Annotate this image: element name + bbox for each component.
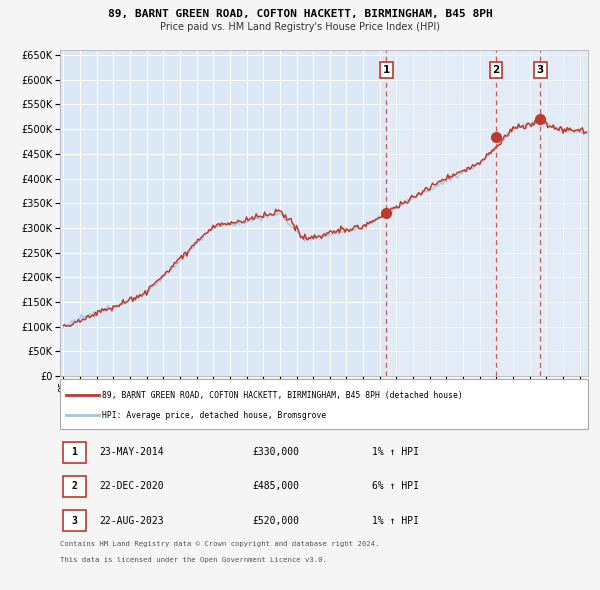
Text: 2: 2 — [493, 65, 500, 75]
Text: 23-MAY-2014: 23-MAY-2014 — [99, 447, 164, 457]
Text: 3: 3 — [71, 516, 77, 526]
Text: 22-AUG-2023: 22-AUG-2023 — [99, 516, 164, 526]
Text: 1: 1 — [71, 447, 77, 457]
Text: 1% ↑ HPI: 1% ↑ HPI — [372, 447, 419, 457]
Text: 1: 1 — [383, 65, 390, 75]
Text: 89, BARNT GREEN ROAD, COFTON HACKETT, BIRMINGHAM, B45 8PH: 89, BARNT GREEN ROAD, COFTON HACKETT, BI… — [107, 9, 493, 19]
Text: 1% ↑ HPI: 1% ↑ HPI — [372, 516, 419, 526]
Text: 6% ↑ HPI: 6% ↑ HPI — [372, 481, 419, 491]
Text: 22-DEC-2020: 22-DEC-2020 — [99, 481, 164, 491]
Text: 89, BARNT GREEN ROAD, COFTON HACKETT, BIRMINGHAM, B45 8PH (detached house): 89, BARNT GREEN ROAD, COFTON HACKETT, BI… — [102, 391, 463, 399]
Text: Contains HM Land Registry data © Crown copyright and database right 2024.: Contains HM Land Registry data © Crown c… — [60, 540, 379, 547]
Bar — [386, 50, 588, 376]
Text: £330,000: £330,000 — [252, 447, 299, 457]
Text: £485,000: £485,000 — [252, 481, 299, 491]
Text: £520,000: £520,000 — [252, 516, 299, 526]
Text: Price paid vs. HM Land Registry's House Price Index (HPI): Price paid vs. HM Land Registry's House … — [160, 22, 440, 32]
Text: This data is licensed under the Open Government Licence v3.0.: This data is licensed under the Open Gov… — [60, 557, 327, 563]
Text: 3: 3 — [537, 65, 544, 75]
Text: HPI: Average price, detached house, Bromsgrove: HPI: Average price, detached house, Brom… — [102, 411, 326, 419]
Text: 2: 2 — [71, 481, 77, 491]
